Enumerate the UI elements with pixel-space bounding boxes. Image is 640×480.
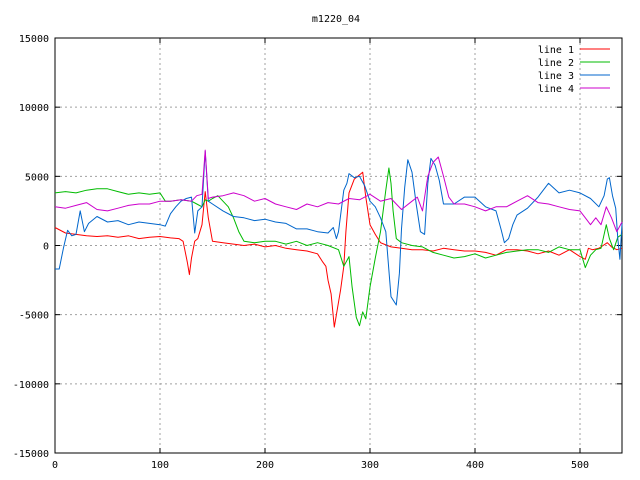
- series-group: [54, 149, 623, 328]
- y-tick-label: 15000: [19, 34, 49, 45]
- axis-ticks: 0 100 200 300 400 500 -15000 -10000 -5000 0 5000 10…: [13, 34, 622, 471]
- x-tick-label: 400: [466, 460, 484, 471]
- y-tick-label: 0: [43, 242, 49, 253]
- x-tick-label: 300: [361, 460, 379, 471]
- y-tick-label: -15000: [13, 449, 49, 460]
- legend-label-4: line 4: [538, 84, 574, 95]
- x-tick-label: 500: [571, 460, 589, 471]
- y-tick-label: 10000: [19, 103, 49, 114]
- series-line-4: [54, 149, 623, 233]
- grid: [55, 38, 622, 453]
- series-line-1: [54, 171, 623, 328]
- y-tick-label: -5000: [19, 311, 49, 322]
- series-line-3: [55, 150, 623, 306]
- y-tick-label: 5000: [25, 172, 49, 183]
- x-tick-label: 200: [256, 460, 274, 471]
- chart-title: m1220_04: [312, 14, 360, 25]
- x-tick-label: 0: [52, 460, 58, 471]
- legend-label-2: line 2: [538, 58, 574, 69]
- legend-label-1: line 1: [538, 45, 574, 56]
- x-tick-label: 100: [151, 460, 169, 471]
- legend: line 1 line 2 line 3 line 4: [538, 45, 610, 95]
- y-tick-label: -10000: [13, 380, 49, 391]
- legend-label-3: line 3: [538, 71, 574, 82]
